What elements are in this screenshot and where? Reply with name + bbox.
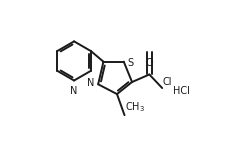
Text: N: N: [87, 78, 95, 88]
Text: O: O: [145, 58, 153, 68]
Text: Cl: Cl: [163, 77, 172, 86]
Text: CH$_3$: CH$_3$: [125, 100, 145, 114]
Text: HCl: HCl: [173, 86, 190, 96]
Text: S: S: [127, 58, 133, 68]
Text: N: N: [70, 86, 78, 96]
